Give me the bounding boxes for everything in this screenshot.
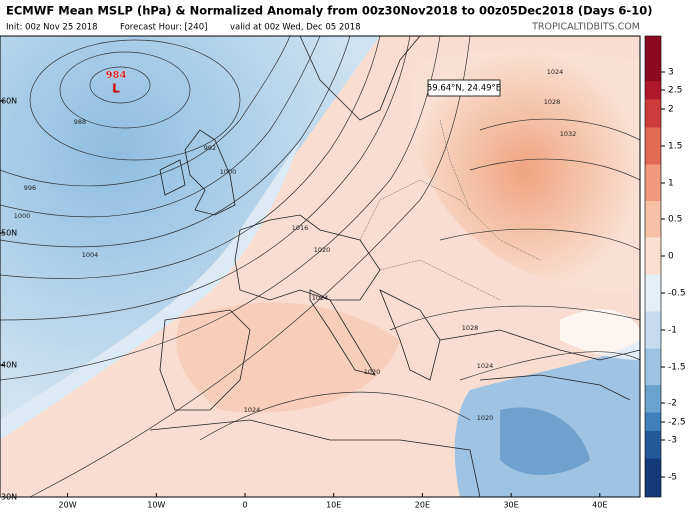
isobars: [0, 35, 641, 498]
colorbar-label: -0.5: [668, 289, 686, 299]
colorbar-cell: [645, 201, 661, 238]
lon-label: 0: [242, 501, 247, 510]
isobar-label: 1028: [544, 98, 561, 106]
isobar-label: 1024: [312, 294, 329, 302]
colorbar-label: 2.5: [668, 86, 682, 96]
title: ECMWF Mean MSLP (hPa) & Normalized Anoma…: [6, 4, 652, 18]
isobar-label: 1020: [477, 414, 494, 422]
isobar-label: 1028: [462, 324, 479, 332]
isobar-label: 1004: [82, 251, 99, 259]
isobar-label: 1016: [292, 224, 309, 232]
colorbar-cell: [645, 36, 661, 81]
colorbar-label: 0: [668, 252, 674, 262]
colorbar-cell: [645, 385, 661, 413]
low-pressure: 984: [106, 70, 127, 81]
colorbar-cell: [645, 311, 661, 349]
isobar-label: 1000: [14, 212, 31, 220]
valid: valid at 00z Wed, Dec 05 2018: [230, 23, 361, 33]
lon-label: 20W: [59, 501, 77, 510]
colorbar-cell: [645, 412, 661, 431]
colorbar-frame: [644, 35, 662, 498]
isobar-label: 988: [74, 118, 86, 126]
colorbar-cell: [645, 99, 661, 128]
colorbar-label: 0.5: [668, 215, 682, 225]
low-marker: 984 L: [105, 70, 127, 96]
lat-label: 30N: [1, 493, 17, 502]
lat-label: 40N: [1, 361, 17, 370]
lon-label: 10W: [147, 501, 165, 510]
isobar-label: 1020: [364, 368, 381, 376]
isobar-label: 992: [204, 144, 216, 152]
lat-label: 60N: [1, 97, 17, 106]
colorbar-label: -2: [668, 399, 677, 409]
colorbar-cell: [645, 81, 661, 100]
map-frame: [0, 35, 641, 498]
colorbar-label: 3: [668, 68, 674, 78]
lon-label: 10E: [326, 501, 341, 510]
colorbar-cell: [645, 164, 661, 201]
isobar-label: 996: [24, 184, 36, 192]
colorbar-cell: [645, 458, 661, 497]
colorbar-label: -1.5: [668, 363, 686, 373]
isobar-label: 1024: [547, 68, 564, 76]
low-symbol: L: [112, 82, 120, 96]
colorbar-cell: [645, 274, 661, 312]
colorbar-label: 2: [668, 105, 674, 115]
colorbar-cell: [645, 348, 661, 385]
map-background: [0, 36, 640, 497]
init: Init: 00z Nov 25 2018: [6, 23, 98, 33]
isobar-label: 1024: [244, 406, 261, 414]
cursor-coords: 59.64°N, 24.49°E: [427, 84, 501, 94]
isobar-label: 1024: [477, 362, 494, 370]
colorbar-label: -2.5: [668, 418, 686, 428]
colorbar-label: 1.5: [668, 142, 682, 152]
colorbar-cell: [645, 237, 661, 275]
coastlines: [149, 35, 641, 498]
colorbar-label: -3: [668, 436, 677, 446]
colorbar-cell: [645, 431, 661, 459]
lat-label: 50N: [1, 229, 17, 238]
forecast-hour: Forecast Hour: [240]: [120, 23, 207, 33]
colorbar-cell: [645, 127, 661, 165]
colorbar-label: -5: [668, 473, 677, 483]
source: TROPICALTIDBITS.COM: [531, 22, 640, 33]
isobar-label: 1000: [220, 168, 237, 176]
lon-label: 40E: [592, 501, 607, 510]
colorbar-label: -1: [668, 326, 677, 336]
cursor-tooltip: 59.64°N, 24.49°E: [427, 79, 501, 97]
isobar-label: 1032: [560, 130, 577, 138]
isobar-label: 1020: [314, 246, 331, 254]
lon-label: 30E: [503, 501, 518, 510]
colorbar-label: 1: [668, 179, 674, 189]
lon-label: 20E: [415, 501, 430, 510]
